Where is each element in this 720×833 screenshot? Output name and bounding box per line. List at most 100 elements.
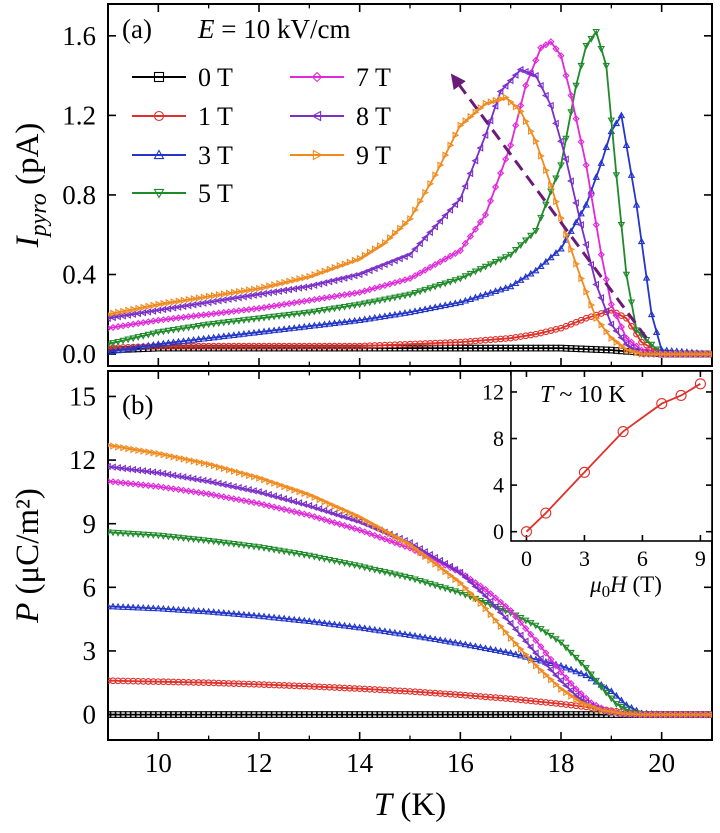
data-point	[572, 115, 580, 123]
data-point	[215, 711, 223, 718]
data-point	[441, 280, 449, 288]
data-point	[522, 624, 530, 633]
series-line-3t	[108, 112, 712, 355]
data-point	[552, 671, 559, 679]
data-point	[386, 341, 394, 349]
data-point	[265, 314, 273, 322]
legend-label: 3 T	[198, 141, 233, 170]
data-point	[472, 108, 480, 116]
data-point	[497, 95, 505, 103]
data-point	[511, 279, 520, 287]
data-point	[537, 711, 545, 718]
data-point	[340, 513, 348, 521]
data-point	[119, 312, 126, 320]
data-point	[160, 299, 168, 308]
data-point	[617, 333, 625, 342]
data-point	[204, 334, 213, 341]
data-point	[491, 258, 500, 266]
data-point	[240, 680, 248, 688]
data-point	[356, 288, 364, 296]
data-point	[401, 687, 409, 695]
data-point	[189, 606, 198, 614]
data-point	[486, 197, 495, 205]
data-point	[290, 342, 298, 350]
data-point	[446, 637, 455, 645]
data-point	[305, 282, 313, 291]
data-point	[234, 483, 242, 492]
data-point	[210, 711, 218, 718]
data-point	[255, 612, 263, 619]
data-point	[381, 627, 389, 635]
data-point	[175, 454, 183, 462]
data-point	[346, 258, 354, 266]
data-point	[527, 232, 535, 240]
data-point	[392, 532, 399, 541]
data-point	[159, 339, 168, 347]
data-point	[617, 323, 625, 331]
data-point	[487, 610, 495, 619]
data-point	[552, 119, 559, 128]
data-point	[482, 344, 489, 352]
data-point	[577, 669, 585, 677]
data-point	[612, 172, 621, 179]
data-point	[316, 683, 323, 691]
data-point	[276, 481, 284, 489]
data-point	[501, 648, 510, 655]
data-point	[144, 678, 152, 685]
data-point	[527, 344, 535, 352]
data-point	[280, 505, 288, 513]
data-point	[437, 564, 445, 572]
data-point	[366, 519, 374, 527]
data-point	[562, 155, 569, 163]
data-point	[607, 320, 615, 328]
data-point	[169, 605, 178, 613]
data-point	[411, 307, 419, 315]
data-point	[310, 553, 319, 561]
data-point	[305, 552, 314, 560]
data-point	[527, 711, 535, 718]
data-point	[239, 293, 247, 301]
x-label-symbol: T	[374, 787, 395, 823]
data-point	[326, 265, 334, 274]
data-point	[331, 711, 338, 718]
data-point	[144, 331, 153, 339]
data-point	[159, 604, 168, 612]
data-point	[521, 637, 529, 645]
data-point	[129, 344, 137, 351]
data-point	[547, 665, 554, 674]
data-point	[185, 678, 192, 686]
data-point	[275, 313, 283, 320]
data-point	[422, 188, 430, 197]
data-point	[461, 239, 469, 248]
data-point	[431, 260, 439, 269]
data-point	[537, 44, 545, 52]
data-point	[426, 580, 434, 588]
data-point	[461, 591, 470, 599]
data-point	[627, 343, 635, 352]
x-label-unit: (K)	[392, 787, 446, 823]
data-point	[179, 606, 188, 613]
data-point	[236, 287, 243, 296]
data-point	[229, 294, 237, 303]
data-point	[567, 665, 575, 673]
data-point	[522, 651, 530, 659]
data-point	[199, 299, 207, 307]
data-point	[558, 685, 565, 693]
data-point	[386, 711, 394, 718]
data-point	[451, 565, 459, 574]
data-point	[315, 554, 324, 562]
data-point	[235, 496, 243, 504]
data-point	[436, 556, 443, 565]
data-point	[391, 279, 399, 287]
data-point	[300, 322, 309, 330]
data-point	[209, 608, 218, 615]
data-point	[270, 613, 278, 621]
data-point	[275, 504, 283, 512]
data-point	[573, 260, 581, 268]
data-point	[451, 277, 460, 285]
data-point	[145, 448, 153, 456]
data-point	[310, 617, 319, 625]
data-point	[365, 266, 373, 275]
data-point	[345, 561, 354, 568]
